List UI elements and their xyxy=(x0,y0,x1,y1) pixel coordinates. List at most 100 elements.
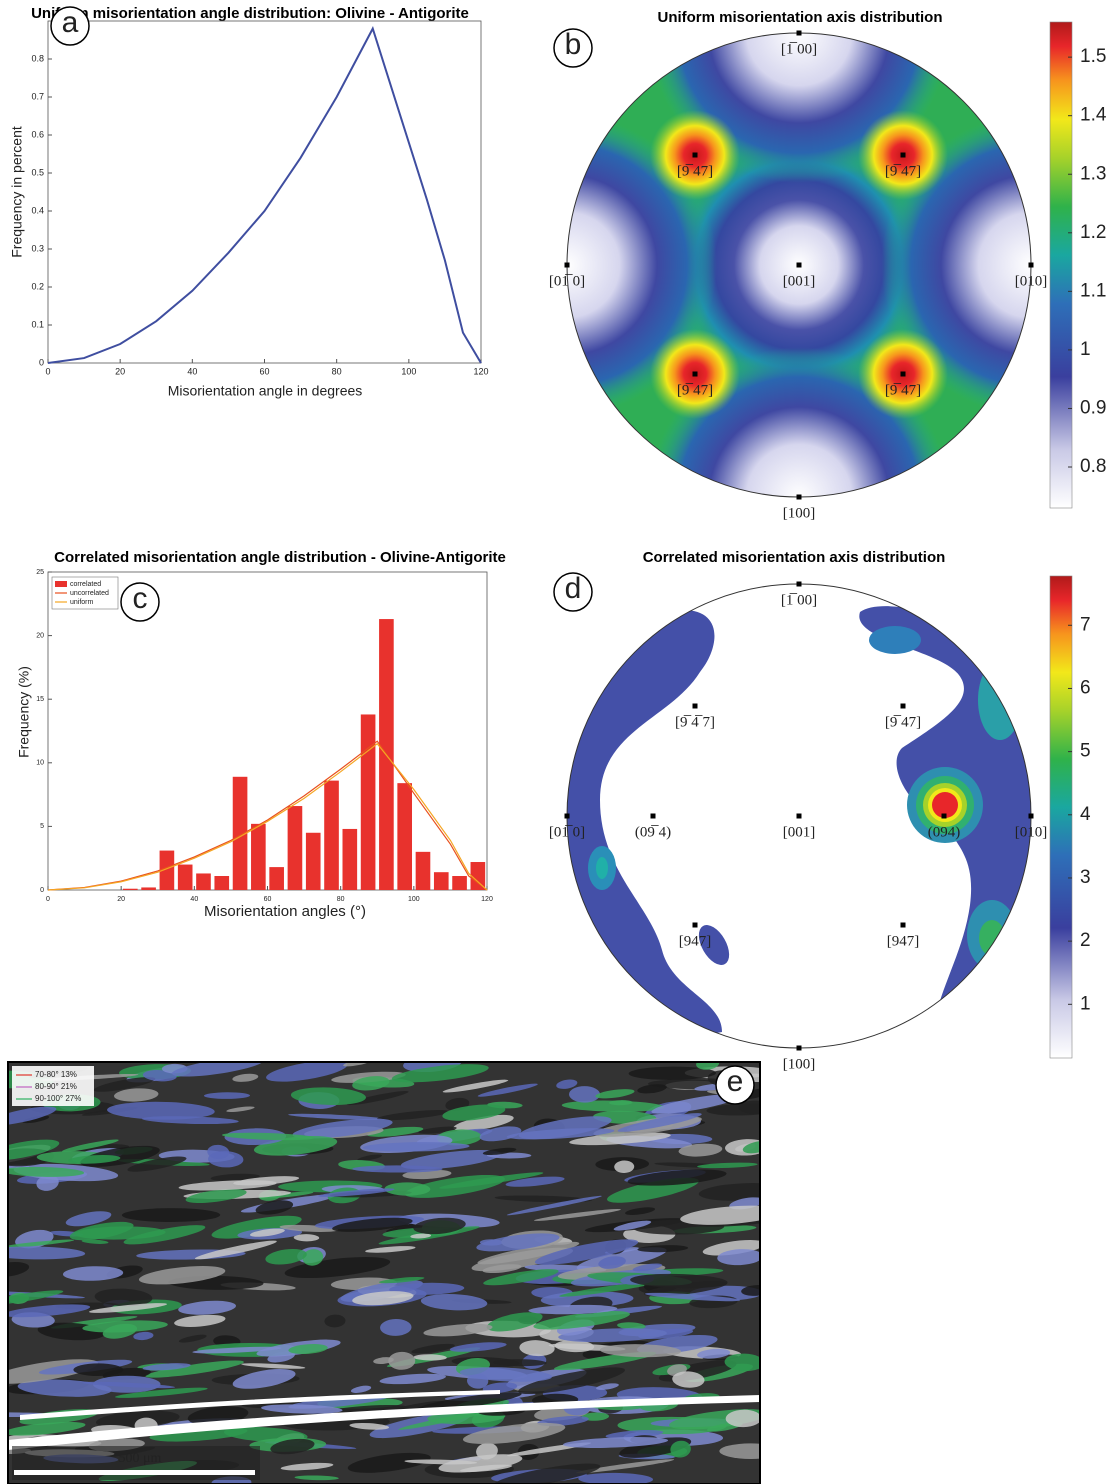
map-texture xyxy=(724,1353,760,1372)
bar xyxy=(251,823,266,890)
pole-marker xyxy=(796,494,802,500)
x-axis-label: Misorientation angles (°) xyxy=(204,903,366,920)
map-texture xyxy=(352,1291,414,1306)
pole-marker xyxy=(692,371,698,377)
map-texture xyxy=(519,1340,555,1357)
map-texture xyxy=(127,1156,187,1172)
colorbar-tick-label: 1.3 xyxy=(1080,163,1106,184)
map-streak xyxy=(20,1390,500,1420)
map-texture xyxy=(697,1348,731,1359)
map-texture xyxy=(142,1070,177,1082)
map-texture xyxy=(8,1304,91,1318)
bar xyxy=(433,872,449,890)
map-texture xyxy=(462,1422,566,1445)
y-tick-label: 0.3 xyxy=(31,243,44,253)
bar xyxy=(196,873,211,890)
map-texture xyxy=(418,1126,457,1134)
colorbar-tick-label: 2 xyxy=(1080,930,1091,951)
bar xyxy=(324,780,339,890)
map-texture xyxy=(141,1116,239,1125)
map-texture xyxy=(562,1437,669,1448)
map-texture xyxy=(379,1373,446,1385)
y-axis-label: Frequency in percent xyxy=(9,126,25,258)
map-texture xyxy=(696,1062,720,1070)
colorbar-tick-label: 3 xyxy=(1080,867,1091,888)
legend-label: 80-90° 21% xyxy=(35,1082,77,1091)
map-texture xyxy=(637,1084,667,1094)
x-tick-label: 120 xyxy=(481,896,493,903)
chart-title: Uniform misorientation axis distribution xyxy=(657,9,942,26)
pole-label: [9̅ 47] xyxy=(885,714,921,730)
map-texture xyxy=(477,1083,538,1097)
x-tick-label: 40 xyxy=(187,366,197,376)
map-texture xyxy=(350,1385,372,1393)
map-texture xyxy=(138,1266,226,1285)
map-texture xyxy=(69,1221,134,1241)
map-texture xyxy=(506,1195,602,1216)
y-tick-label: 0.2 xyxy=(31,281,44,291)
colorbar-tick-label: 7 xyxy=(1080,614,1091,635)
map-texture xyxy=(208,1151,244,1168)
map-texture xyxy=(595,1089,635,1099)
chart-title: Correlated misorientation axis distribut… xyxy=(643,549,946,566)
bar xyxy=(360,714,376,890)
y-tick-label: 5 xyxy=(40,823,44,830)
map-texture xyxy=(36,1174,59,1191)
map-texture xyxy=(698,1183,760,1201)
pole-label: [01̅ 0] xyxy=(549,273,585,289)
map-texture xyxy=(554,1340,595,1353)
map-texture xyxy=(460,1464,513,1473)
map-texture xyxy=(482,1147,517,1156)
map-texture xyxy=(211,1215,302,1239)
map-texture xyxy=(459,1367,553,1382)
map-texture xyxy=(292,1118,393,1139)
pole-marker xyxy=(650,813,656,819)
map-texture xyxy=(725,1409,760,1428)
plot-frame xyxy=(47,571,488,891)
map-texture xyxy=(719,1443,760,1459)
map-texture xyxy=(365,1246,416,1253)
y-tick-label: 25 xyxy=(36,569,44,576)
bar xyxy=(232,776,248,890)
map-texture xyxy=(113,1088,159,1102)
map-frame xyxy=(7,1061,761,1484)
map-texture xyxy=(249,1228,285,1237)
legend-label: uncorrelated xyxy=(70,590,109,597)
map-texture xyxy=(67,1154,121,1164)
x-axis-label: Misorientation angle in degrees xyxy=(168,383,363,399)
map-texture xyxy=(672,1371,705,1388)
y-tick-label: 0.6 xyxy=(31,129,44,139)
map-texture xyxy=(377,1110,450,1121)
x-tick-label: 0 xyxy=(45,366,50,376)
map-texture xyxy=(270,1438,315,1455)
line xyxy=(47,742,488,891)
bar xyxy=(269,867,284,890)
map-texture xyxy=(486,1312,543,1332)
map-texture xyxy=(670,1440,691,1458)
map-texture xyxy=(482,1264,522,1274)
pole-label: [100] xyxy=(783,1056,816,1072)
line xyxy=(47,740,488,891)
map-texture xyxy=(88,1303,168,1313)
map-texture xyxy=(411,1343,455,1354)
panel-letter: c xyxy=(133,582,148,615)
map-texture xyxy=(400,1150,502,1170)
pole-marker xyxy=(796,262,802,268)
pole-label: [01̅ 0] xyxy=(549,824,585,840)
panel-letter: d xyxy=(565,572,582,605)
pole-label: (09̅ 4) xyxy=(635,824,671,840)
pole-marker xyxy=(941,813,947,819)
y-tick-label: 0.7 xyxy=(31,91,44,101)
bar xyxy=(141,887,156,890)
map-texture xyxy=(442,1104,506,1121)
scale-bar xyxy=(14,1470,255,1475)
map-texture xyxy=(61,1139,119,1152)
pole-label: [100] xyxy=(783,505,816,521)
map-texture xyxy=(678,1143,723,1157)
map-texture xyxy=(741,1284,760,1296)
map-texture xyxy=(628,1066,717,1080)
map-texture xyxy=(232,1369,296,1389)
colorbar-tick-label: 1.2 xyxy=(1080,222,1106,243)
pole-label: [9̅ 47] xyxy=(885,382,921,398)
map-texture xyxy=(194,1240,277,1260)
